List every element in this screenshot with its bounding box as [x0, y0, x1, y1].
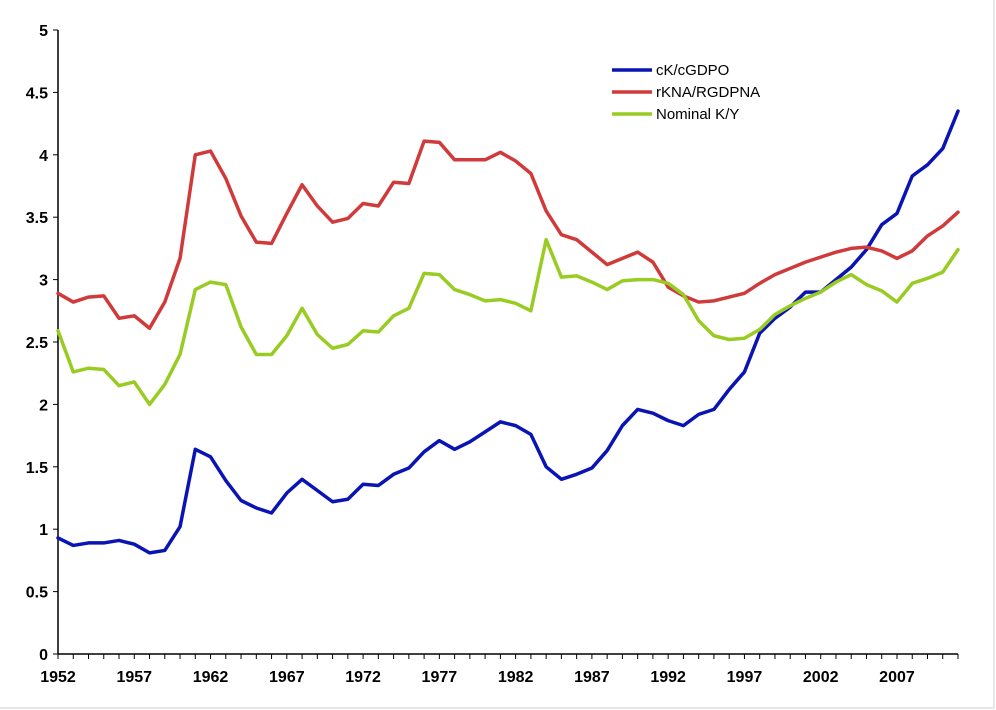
- x-tick-label: 1997: [727, 669, 763, 686]
- x-axis: 1952 1957 1962 1967 1972 1977 1982 1987 1992 1997…: [40, 653, 959, 686]
- x-tick-label: 2007: [879, 669, 915, 686]
- y-tick-label: 4.5: [26, 85, 48, 102]
- x-tick-label: 1992: [650, 669, 686, 686]
- x-tick-label: 1982: [498, 669, 534, 686]
- y-tick-label: 1.5: [26, 460, 48, 477]
- series-line-2: [56, 237, 960, 407]
- y-tick-label: 0: [39, 647, 48, 664]
- y-tick-label: 3: [39, 273, 48, 290]
- x-tick-label: 1987: [574, 669, 610, 686]
- legend-label-1: rKNA/RGDPNA: [656, 84, 760, 101]
- series-line-1: [56, 139, 960, 331]
- y-tick-label: 5: [39, 23, 48, 40]
- x-tick-label: 1967: [269, 669, 305, 686]
- x-tick-label: 1957: [116, 669, 152, 686]
- y-tick-label: 0.5: [26, 585, 48, 602]
- y-tick-label: 4: [39, 148, 48, 165]
- legend-label-2: Nominal K/Y: [656, 106, 739, 123]
- x-tick-label: 1977: [422, 669, 458, 686]
- y-tick-label: 2: [39, 397, 48, 414]
- x-tick-label: 1972: [345, 669, 381, 686]
- x-tick-label: 1962: [193, 669, 229, 686]
- x-tick-label: 2002: [803, 669, 839, 686]
- y-tick-label: 1: [39, 522, 48, 539]
- y-tick-label: 3.5: [26, 210, 48, 227]
- x-tick-label: 1952: [40, 669, 76, 686]
- legend: cK/cGDPO rKNA/RGDPNA Nominal K/Y: [612, 62, 760, 123]
- series-layer: [56, 109, 960, 555]
- y-axis: 0 0.5 1 1.5 2 2.5 3 3.5 4 4.5 5: [26, 23, 59, 664]
- legend-label-0: cK/cGDPO: [656, 62, 729, 79]
- series-line-0: [56, 109, 960, 555]
- y-tick-label: 2.5: [26, 335, 48, 352]
